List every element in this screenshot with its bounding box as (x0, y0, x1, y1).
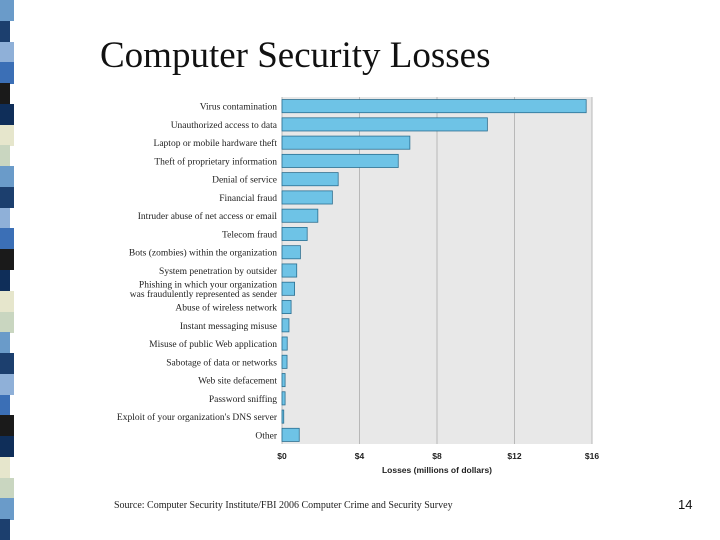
page-number: 14 (678, 497, 693, 512)
strip-block (0, 270, 10, 292)
strip-block (0, 353, 14, 375)
bar (281, 153, 399, 168)
strip-block (0, 41, 14, 63)
bar (281, 373, 286, 388)
strip-block (0, 415, 14, 437)
bar (281, 208, 319, 223)
strip-block (0, 477, 14, 499)
bar (281, 354, 288, 369)
category-label: Theft of proprietary information (154, 156, 277, 167)
category-label: Other (255, 431, 277, 441)
bar (281, 391, 286, 406)
strip-block (0, 207, 10, 229)
x-tick-label: $8 (432, 451, 442, 461)
strip-block (0, 373, 14, 396)
source-citation: Source: Computer Security Institute/FBI … (114, 500, 453, 511)
category-label: Intruder abuse of net access or email (138, 211, 278, 222)
x-tick-label: $12 (507, 451, 521, 461)
x-tick-label: $4 (355, 451, 365, 461)
strip-block (0, 228, 14, 250)
category-label: Unauthorized access to data (171, 121, 278, 131)
bar (281, 300, 292, 315)
strip-block (0, 456, 10, 479)
strip-block (0, 103, 14, 126)
x-tick-label: $16 (585, 451, 599, 461)
decorative-side-strip (0, 0, 32, 540)
category-label: System penetration by outsider (159, 267, 278, 277)
strip-block (0, 0, 14, 22)
strip-block (0, 166, 14, 188)
bar (281, 318, 290, 333)
category-label: Web site defacement (198, 376, 277, 387)
bar (281, 245, 301, 260)
bar (281, 263, 298, 278)
strip-block (0, 62, 14, 84)
category-label: Instant messaging misuse (180, 322, 277, 332)
category-label: Phishing in which your organization was f… (130, 281, 278, 301)
strip-block (0, 83, 10, 105)
strip-block (0, 311, 14, 333)
bar (281, 336, 288, 351)
slide-title: Computer Security Losses (100, 35, 491, 76)
strip-block (0, 290, 14, 313)
category-label: Virus contamination (200, 103, 278, 113)
strip-block (0, 394, 10, 416)
strip-block (0, 332, 10, 354)
strip-block (0, 20, 10, 43)
category-label: Password sniffing (209, 394, 277, 405)
bar (281, 172, 339, 187)
bar (281, 117, 488, 132)
strip-block (0, 436, 14, 458)
bar (281, 99, 587, 114)
bar (281, 135, 411, 150)
strip-block (0, 124, 14, 146)
strip-block (0, 519, 10, 540)
bar (281, 190, 333, 205)
x-tick-label: $0 (277, 451, 287, 461)
category-label: Financial fraud (219, 193, 277, 204)
strip-block (0, 498, 14, 520)
strip-block (0, 145, 10, 167)
strip-block (0, 186, 14, 209)
category-label: Laptop or mobile hardware theft (154, 138, 278, 149)
bar (281, 409, 285, 424)
category-label: Sabotage of data or networks (166, 357, 277, 368)
bar (281, 427, 300, 442)
category-label: Abuse of wireless network (175, 303, 277, 314)
x-axis-title: Losses (millions of dollars) (382, 465, 492, 475)
category-label: Exploit of your organization's DNS serve… (117, 412, 278, 423)
bar (281, 281, 295, 296)
category-label: Misuse of public Web application (149, 339, 277, 350)
bar (281, 226, 308, 241)
category-label: Telecom fraud (222, 229, 277, 240)
strip-block (0, 249, 14, 271)
category-label: Denial of service (212, 175, 277, 186)
category-label: Bots (zombies) within the organization (129, 248, 277, 259)
